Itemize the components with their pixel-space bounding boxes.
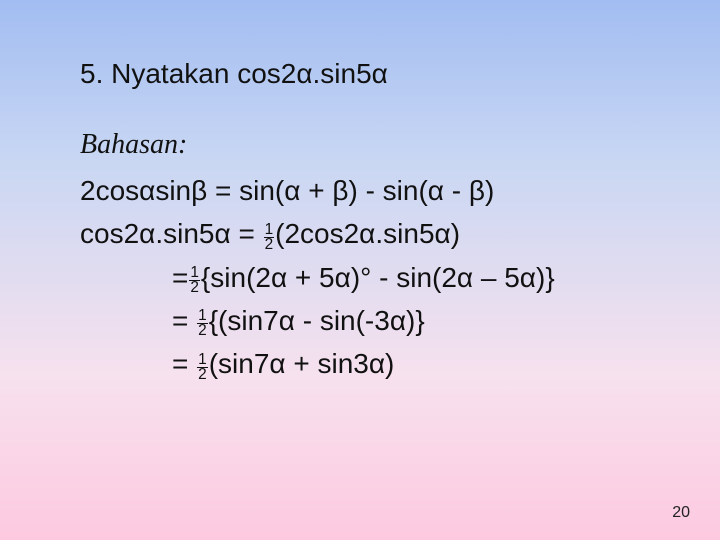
line5-body: (sin7α + sin3α) bbox=[209, 348, 395, 379]
formula-line-4: = 12{(sin7α - sin(-3α)} bbox=[80, 299, 648, 342]
half-fraction-icon: 12 bbox=[197, 309, 208, 338]
formula-line-2: cos2α.sin5α = 12(2cos2α.sin5α) bbox=[80, 212, 648, 255]
line3-body: {sin(2α + 5α)° - sin(2α – 5α)} bbox=[201, 262, 555, 293]
problem-statement: 5. Nyatakan cos2α.sin5α bbox=[80, 52, 648, 95]
slide-content: 5. Nyatakan cos2α.sin5α Bahasan: 2cosαsi… bbox=[0, 0, 720, 386]
formula-line-1: 2cosαsinβ = sin(α + β) - sin(α - β) bbox=[80, 169, 648, 212]
formula-line-3: =12{sin(2α + 5α)° - sin(2α – 5α)} bbox=[80, 256, 648, 299]
line5-eq: = bbox=[172, 348, 196, 379]
line2-right: (2cos2α.sin5α) bbox=[275, 218, 460, 249]
formula-line-5: = 12(sin7α + sin3α) bbox=[80, 342, 648, 385]
line4-body: {(sin7α - sin(-3α)} bbox=[209, 305, 425, 336]
page-number: 20 bbox=[672, 504, 690, 522]
half-fraction-icon: 12 bbox=[189, 266, 200, 295]
half-fraction-icon: 12 bbox=[264, 223, 275, 252]
solution-heading: Bahasan: bbox=[80, 123, 648, 166]
line3-eq: = bbox=[172, 262, 188, 293]
line4-eq: = bbox=[172, 305, 196, 336]
line2-left: cos2α.sin5α = bbox=[80, 218, 263, 249]
half-fraction-icon: 12 bbox=[197, 353, 208, 382]
